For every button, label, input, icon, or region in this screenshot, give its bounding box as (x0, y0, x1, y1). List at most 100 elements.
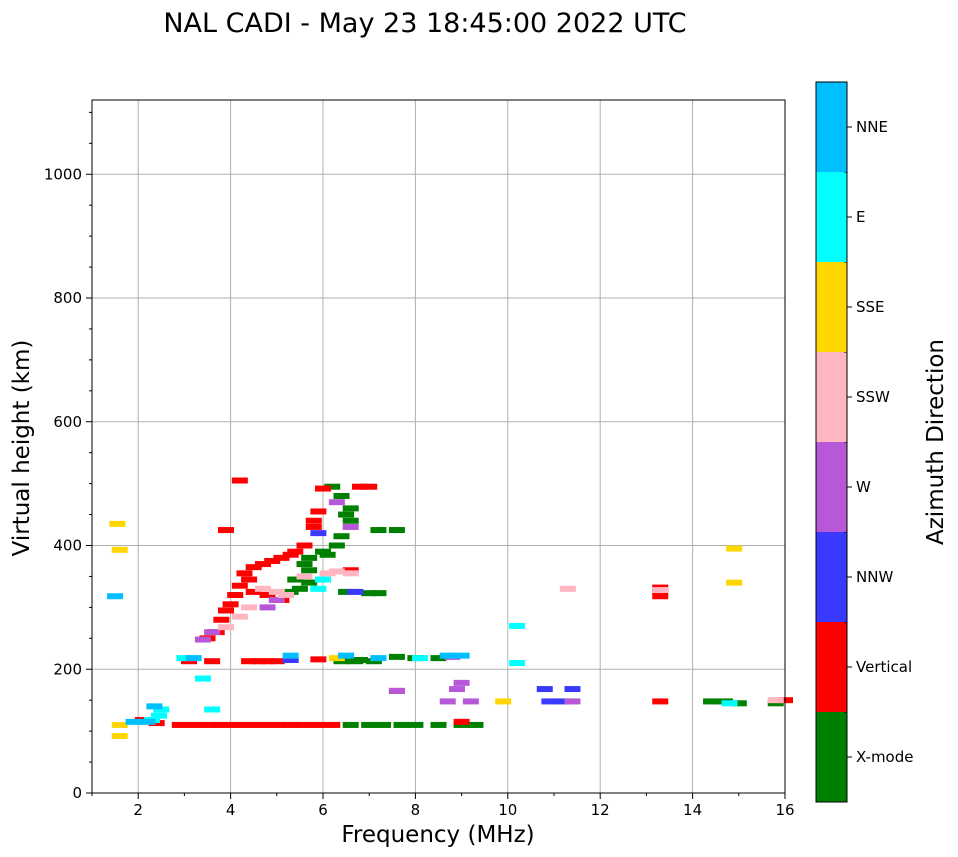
colorbar-tick-label: SSE (856, 298, 885, 316)
data-point-w (328, 499, 345, 506)
data-point-x-mode (730, 700, 747, 707)
data-point-x-mode (282, 588, 299, 595)
data-point-ssw (767, 697, 784, 704)
data-point-ssw (652, 587, 669, 594)
data-point-w (564, 698, 581, 705)
data-point-nne (439, 652, 456, 659)
colorbar-tick-label: E (856, 208, 865, 226)
data-point-sse (726, 545, 743, 552)
x-tick-label: 10 (498, 801, 517, 819)
x-axis-ticks: 2 4 6 8 10 12 14 16 (91, 793, 795, 819)
y-tick-label: 600 (53, 413, 82, 431)
colorbar: X-mode Vertical NNW W SSW SSE E NNE (815, 81, 913, 803)
data-point-vertical (268, 721, 285, 728)
data-point-vertical (171, 721, 188, 728)
data-point-sse (109, 520, 126, 527)
data-point-sse (111, 546, 128, 553)
data-point-nne (282, 652, 299, 659)
data-point-nne (370, 655, 387, 662)
data-point-vertical (273, 554, 290, 561)
data-point-vertical (351, 483, 368, 490)
data-point-vertical (241, 721, 258, 728)
data-point-vertical (296, 542, 313, 549)
colorbar-tick-label: SSW (856, 388, 890, 406)
data-point-sse (111, 733, 128, 740)
data-point-vertical (245, 564, 262, 571)
data-point-e (176, 655, 193, 662)
colorbar-segment (816, 262, 847, 352)
y-tick-label: 400 (53, 537, 82, 555)
data-point-vertical (264, 557, 281, 564)
data-point-vertical (217, 527, 234, 534)
data-point-nnw (310, 530, 327, 537)
y-tick-label: 1000 (44, 165, 82, 183)
data-points (107, 477, 793, 740)
colorbar-tick-label: W (856, 478, 871, 496)
data-point-x-mode (333, 533, 350, 540)
data-point-ssw (268, 588, 285, 595)
data-point-x-mode (328, 542, 345, 549)
x-tick-label: 2 (133, 801, 143, 819)
colorbar-segment (816, 712, 847, 802)
y-tick-label: 200 (53, 660, 82, 678)
data-point-vertical (241, 576, 258, 583)
data-point-nnw (347, 588, 364, 595)
data-point-nne (453, 652, 470, 659)
data-point-x-mode (333, 493, 350, 499)
data-point-w (259, 604, 276, 611)
data-point-x-mode (365, 658, 382, 665)
data-point-x-mode (333, 658, 350, 665)
data-point-nne (107, 593, 124, 600)
data-point-x-mode (407, 721, 424, 728)
colorbar-segment (816, 442, 847, 532)
data-point-sse (726, 579, 743, 586)
data-point-vertical (199, 721, 216, 728)
data-point-x-mode (324, 483, 341, 490)
data-point-ssw (296, 573, 313, 580)
data-point-vertical (181, 658, 198, 665)
data-point-ssw (559, 585, 576, 592)
data-point-x-mode (388, 653, 405, 660)
data-point-x-mode (767, 700, 784, 707)
data-point-vertical (652, 698, 669, 705)
data-point-vertical (254, 721, 271, 728)
data-point-e (509, 660, 526, 667)
data-point-x-mode (296, 561, 313, 568)
data-point-vertical (259, 658, 276, 665)
data-point-nne (146, 703, 163, 710)
data-point-vertical (268, 658, 285, 665)
data-point-x-mode (338, 588, 355, 595)
data-point-x-mode (347, 658, 364, 665)
colorbar-segment (816, 532, 847, 622)
data-point-x-mode (319, 551, 336, 558)
data-point-x-mode (301, 554, 318, 561)
data-point-ssw (254, 585, 271, 592)
data-point-ssw (231, 613, 248, 620)
data-point-vertical (148, 720, 165, 727)
data-point-vertical (213, 721, 230, 728)
data-point-x-mode (370, 590, 387, 597)
x-tick-label: 14 (683, 801, 702, 819)
colorbar-tick-label: X-mode (856, 748, 913, 766)
colorbar-tick-label: NNE (856, 118, 888, 136)
data-point-w (439, 698, 456, 705)
x-tick-label: 8 (411, 801, 421, 819)
data-point-vertical (254, 561, 271, 568)
data-point-vertical (185, 721, 202, 728)
data-point-vertical (315, 485, 331, 492)
data-point-sse (111, 721, 128, 728)
data-point-nnw (564, 686, 581, 693)
data-point-vertical (342, 567, 359, 574)
data-point-w (448, 686, 465, 693)
data-point-vertical (453, 718, 470, 725)
data-point-ssw (328, 568, 345, 575)
data-point-vertical (227, 592, 244, 598)
data-point-vertical (310, 508, 327, 515)
colorbar-label: Azimuth Direction (923, 339, 949, 545)
data-point-vertical (217, 607, 234, 614)
data-point-x-mode (291, 585, 308, 592)
data-point-vertical (245, 588, 262, 595)
data-point-nne (139, 718, 156, 725)
data-point-vertical (222, 601, 239, 608)
